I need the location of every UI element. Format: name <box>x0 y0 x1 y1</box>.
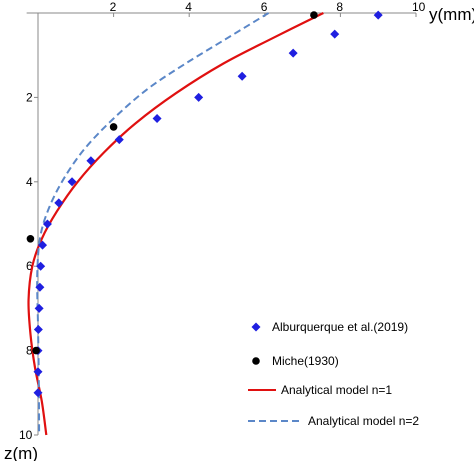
legend-item: Analytical model n=1 <box>248 383 392 397</box>
x-tick-label: 10 <box>412 0 426 14</box>
legend-item: Analytical model n=2 <box>248 414 419 428</box>
data-point-diamond <box>33 388 43 398</box>
legend-label: Analytical model n=2 <box>308 414 419 428</box>
plot-series <box>26 10 383 436</box>
x-tick-label: 8 <box>336 0 343 14</box>
legend: Alburquerque et al.(2019) Miche(1930) Anal… <box>248 320 419 428</box>
y-tick-label: 8 <box>26 344 33 358</box>
series-analytical-model-n-2 <box>36 12 270 436</box>
series-line <box>36 12 270 436</box>
y-tick-label: 4 <box>26 175 33 189</box>
data-point-diamond <box>152 114 162 123</box>
legend-item: Miche(1930) <box>252 354 339 368</box>
y-tick-label: 10 <box>19 428 33 442</box>
data-point-circle <box>310 11 318 19</box>
data-point-diamond <box>33 367 43 377</box>
data-point-circle <box>26 234 35 243</box>
data-point-diamond <box>67 177 77 187</box>
legend-circle-swatch <box>252 357 260 365</box>
legend-label: Analytical model n=1 <box>281 383 392 397</box>
data-point-diamond <box>288 48 298 58</box>
data-point-diamond <box>54 198 64 208</box>
series-analytical-model-n-1 <box>27 12 324 436</box>
x-tick-label: 2 <box>110 0 117 14</box>
y-tick-label: 6 <box>26 259 33 273</box>
series-line <box>27 12 324 436</box>
data-point-diamond <box>194 92 204 102</box>
x-tick-label: 4 <box>185 0 192 14</box>
data-point-diamond <box>34 303 44 313</box>
y-ticks: 2 4 6 8 10 <box>19 90 38 442</box>
data-point-circle <box>32 346 40 355</box>
y-tick-label: 2 <box>26 90 33 104</box>
axes: 2 4 6 8 10 2 4 6 8 10 y(mm) z(m) <box>4 0 474 461</box>
x-tick-label: 6 <box>261 0 268 14</box>
data-point-diamond <box>330 29 340 39</box>
data-point-diamond <box>114 135 124 145</box>
data-point-diamond <box>86 156 96 166</box>
data-point-diamond <box>36 261 46 271</box>
legend-diamond-swatch <box>251 322 261 332</box>
data-point-diamond <box>42 219 52 229</box>
data-point-diamond <box>35 282 45 292</box>
data-point-circle <box>109 123 118 131</box>
legend-label: Alburquerque et al.(2019) <box>272 320 408 334</box>
series-miche-1930 <box>26 11 318 355</box>
data-point-diamond <box>38 240 48 250</box>
data-point-diamond <box>33 325 43 334</box>
x-axis-label: y(mm) <box>429 5 474 24</box>
series-alburquerque-et-al-2019 <box>33 10 383 398</box>
data-point-diamond <box>373 10 383 20</box>
legend-label: Miche(1930) <box>272 354 339 368</box>
y-axis-label: z(m) <box>4 444 38 461</box>
legend-item: Alburquerque et al.(2019) <box>251 320 408 334</box>
data-point-diamond <box>237 71 247 81</box>
